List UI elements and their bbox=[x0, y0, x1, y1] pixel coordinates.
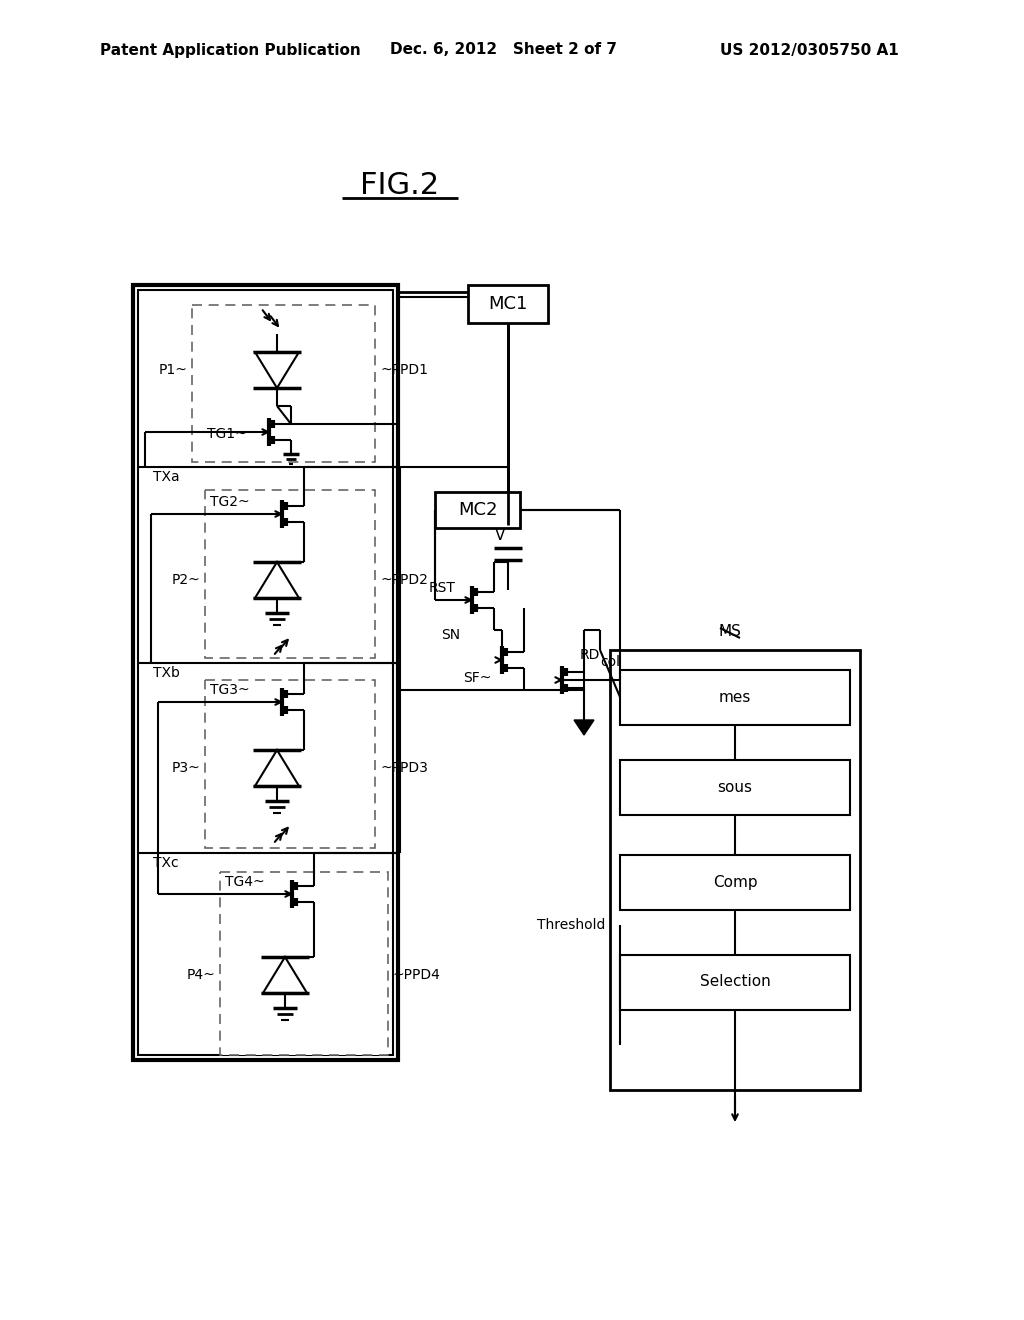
Text: sous: sous bbox=[718, 780, 753, 795]
Bar bbox=[620, 954, 850, 1010]
Bar bbox=[205, 490, 375, 657]
Text: SF~: SF~ bbox=[464, 671, 492, 685]
Bar bbox=[138, 290, 393, 1055]
Bar bbox=[133, 285, 398, 1060]
Text: Threshold: Threshold bbox=[537, 917, 605, 932]
Text: TXc: TXc bbox=[153, 855, 178, 870]
Text: RST: RST bbox=[429, 581, 456, 595]
Text: MS: MS bbox=[719, 624, 741, 639]
Text: col: col bbox=[600, 655, 620, 669]
Bar bbox=[468, 285, 548, 323]
Bar bbox=[205, 680, 375, 847]
Bar bbox=[620, 671, 850, 725]
Text: P4~: P4~ bbox=[186, 968, 215, 982]
Polygon shape bbox=[574, 719, 594, 735]
Text: TG3~: TG3~ bbox=[210, 682, 250, 697]
Text: P1~: P1~ bbox=[158, 363, 187, 378]
Bar bbox=[435, 492, 520, 528]
Text: TG2~: TG2~ bbox=[210, 495, 250, 510]
Text: RD: RD bbox=[580, 648, 600, 663]
Text: mes: mes bbox=[719, 689, 752, 705]
Bar bbox=[220, 873, 388, 1055]
Text: ~PPD1: ~PPD1 bbox=[380, 363, 428, 378]
Bar bbox=[620, 855, 850, 909]
Text: ~PPD2: ~PPD2 bbox=[380, 573, 428, 587]
Text: TXb: TXb bbox=[153, 667, 180, 680]
Text: SN: SN bbox=[441, 628, 460, 642]
Bar bbox=[620, 760, 850, 814]
Text: Comp: Comp bbox=[713, 874, 758, 890]
Text: V: V bbox=[495, 528, 505, 544]
Text: MC2: MC2 bbox=[458, 502, 498, 519]
Text: TG4~: TG4~ bbox=[225, 875, 264, 888]
Text: TXa: TXa bbox=[153, 470, 179, 484]
Text: MC1: MC1 bbox=[488, 294, 527, 313]
Text: US 2012/0305750 A1: US 2012/0305750 A1 bbox=[720, 42, 899, 58]
Bar bbox=[193, 305, 375, 462]
Text: P3~: P3~ bbox=[171, 762, 200, 775]
Text: ~PPD3: ~PPD3 bbox=[380, 762, 428, 775]
Text: FIG.2: FIG.2 bbox=[360, 170, 439, 199]
Text: ~PPD4: ~PPD4 bbox=[393, 968, 441, 982]
Text: TG1~: TG1~ bbox=[207, 426, 247, 441]
Text: P2~: P2~ bbox=[171, 573, 200, 587]
Text: Patent Application Publication: Patent Application Publication bbox=[100, 42, 360, 58]
Text: Dec. 6, 2012   Sheet 2 of 7: Dec. 6, 2012 Sheet 2 of 7 bbox=[390, 42, 617, 58]
Bar bbox=[610, 649, 860, 1090]
Text: Selection: Selection bbox=[699, 974, 770, 990]
